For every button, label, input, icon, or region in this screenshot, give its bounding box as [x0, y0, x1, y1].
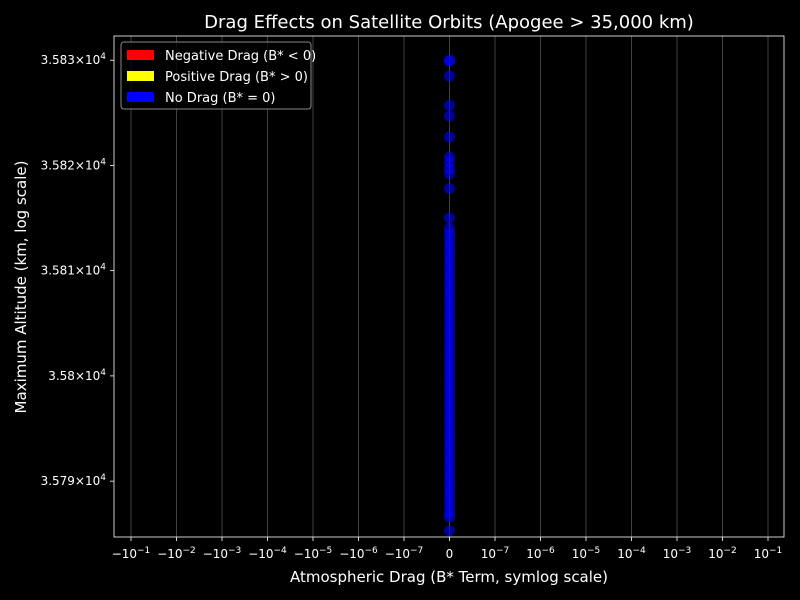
x-axis-label: Atmospheric Drag (B* Term, symlog scale) [290, 568, 608, 586]
chart-title: Drag Effects on Satellite Orbits (Apogee… [204, 12, 694, 33]
data-point [444, 212, 455, 224]
data-point [444, 168, 455, 180]
data-point [444, 131, 455, 143]
legend-swatch-no-drag [127, 92, 154, 102]
legend-swatch-positive [127, 71, 154, 81]
data-point [444, 70, 455, 82]
data-point [444, 511, 455, 523]
y-tick-label: 3.582×104 [41, 157, 107, 172]
data-point [444, 55, 455, 67]
data-point [444, 525, 455, 537]
grid [130, 36, 769, 537]
data-point [444, 99, 455, 111]
y-tick-label: 3.583×104 [41, 52, 107, 67]
data-point [444, 183, 455, 195]
y-axis: 3.583×104 3.582×104 3.581×104 3.58×104 3.579… [41, 52, 114, 488]
data-points [444, 54, 455, 537]
y-axis-label: Maximum Altitude (km, log scale) [12, 161, 30, 414]
y-tick-label: 3.581×104 [41, 263, 107, 278]
legend-label-no-drag: No Drag (B* = 0) [165, 91, 276, 106]
y-tick-label: 3.58×104 [48, 368, 106, 383]
legend-label-negative: Negative Drag (B* < 0) [165, 49, 316, 64]
y-tick-label: 3.579×104 [41, 473, 107, 488]
x-tick-label: 0 [446, 547, 454, 561]
legend-swatch-negative [127, 50, 154, 60]
legend: Negative Drag (B* < 0) Positive Drag (B*… [120, 41, 316, 110]
legend-label-positive: Positive Drag (B* > 0) [165, 70, 308, 85]
plot-frame [113, 35, 785, 538]
legend-box [120, 41, 312, 110]
data-point [444, 110, 455, 122]
